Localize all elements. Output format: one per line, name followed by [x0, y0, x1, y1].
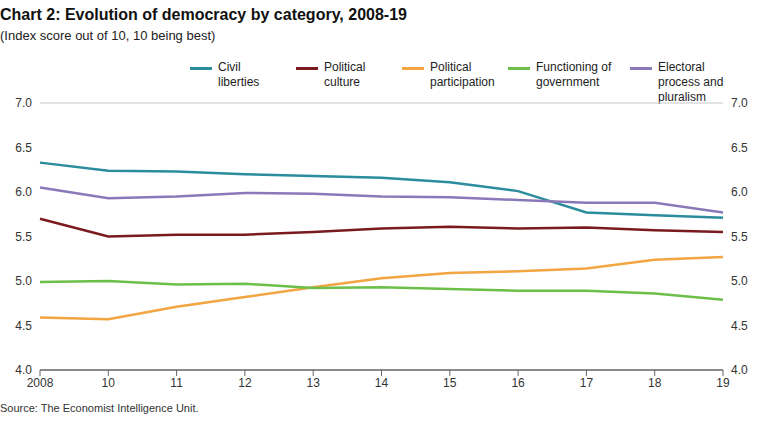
html-text:Political culture: Political culture — [324, 60, 366, 89]
html-text:Source: The Economist Intellig: Source: The Economist Intelligence Unit. — [0, 402, 199, 414]
html-text:Electoral process and pluralis: Electoral process and pluralism — [658, 60, 724, 104]
svg-text:12: 12 — [238, 376, 252, 390]
svg-text:18: 18 — [648, 376, 662, 390]
svg-text:5.5: 5.5 — [15, 230, 32, 244]
svg-text:6.0: 6.0 — [15, 185, 32, 199]
svg-text:5.0: 5.0 — [15, 274, 32, 288]
svg-text:6.0: 6.0 — [731, 185, 748, 199]
svg-text:6.5: 6.5 — [731, 141, 748, 155]
svg-text:4.5: 4.5 — [731, 319, 748, 333]
svg-text:2008: 2008 — [27, 376, 54, 390]
svg-text:14: 14 — [375, 376, 389, 390]
svg-text:4.5: 4.5 — [15, 319, 32, 333]
svg-text:11: 11 — [170, 376, 183, 390]
html-text:Civil liberties: Civil liberties — [218, 60, 260, 89]
svg-text:7.0: 7.0 — [731, 96, 748, 110]
html-text:Political participation: Political participation — [430, 60, 495, 89]
svg-text:19: 19 — [716, 376, 730, 390]
svg-text:17: 17 — [580, 376, 594, 390]
svg-text:16: 16 — [511, 376, 525, 390]
svg-text:4.0: 4.0 — [731, 363, 748, 377]
svg-text:4.0: 4.0 — [15, 363, 32, 377]
svg-text:10: 10 — [102, 376, 116, 390]
html-text:Chart 2: Evolution of democrac: Chart 2: Evolution of democracy by categ… — [0, 6, 407, 23]
html-text:(Index score out of 10, 10 bei: (Index score out of 10, 10 being best) — [0, 28, 216, 43]
svg-text:13: 13 — [307, 376, 321, 390]
svg-text:6.5: 6.5 — [15, 141, 32, 155]
html-text:Functioning of government: Functioning of government — [536, 60, 612, 89]
svg-text:5.5: 5.5 — [731, 230, 748, 244]
svg-text:7.0: 7.0 — [15, 96, 32, 110]
svg-text:15: 15 — [443, 376, 457, 390]
svg-text:5.0: 5.0 — [731, 274, 748, 288]
